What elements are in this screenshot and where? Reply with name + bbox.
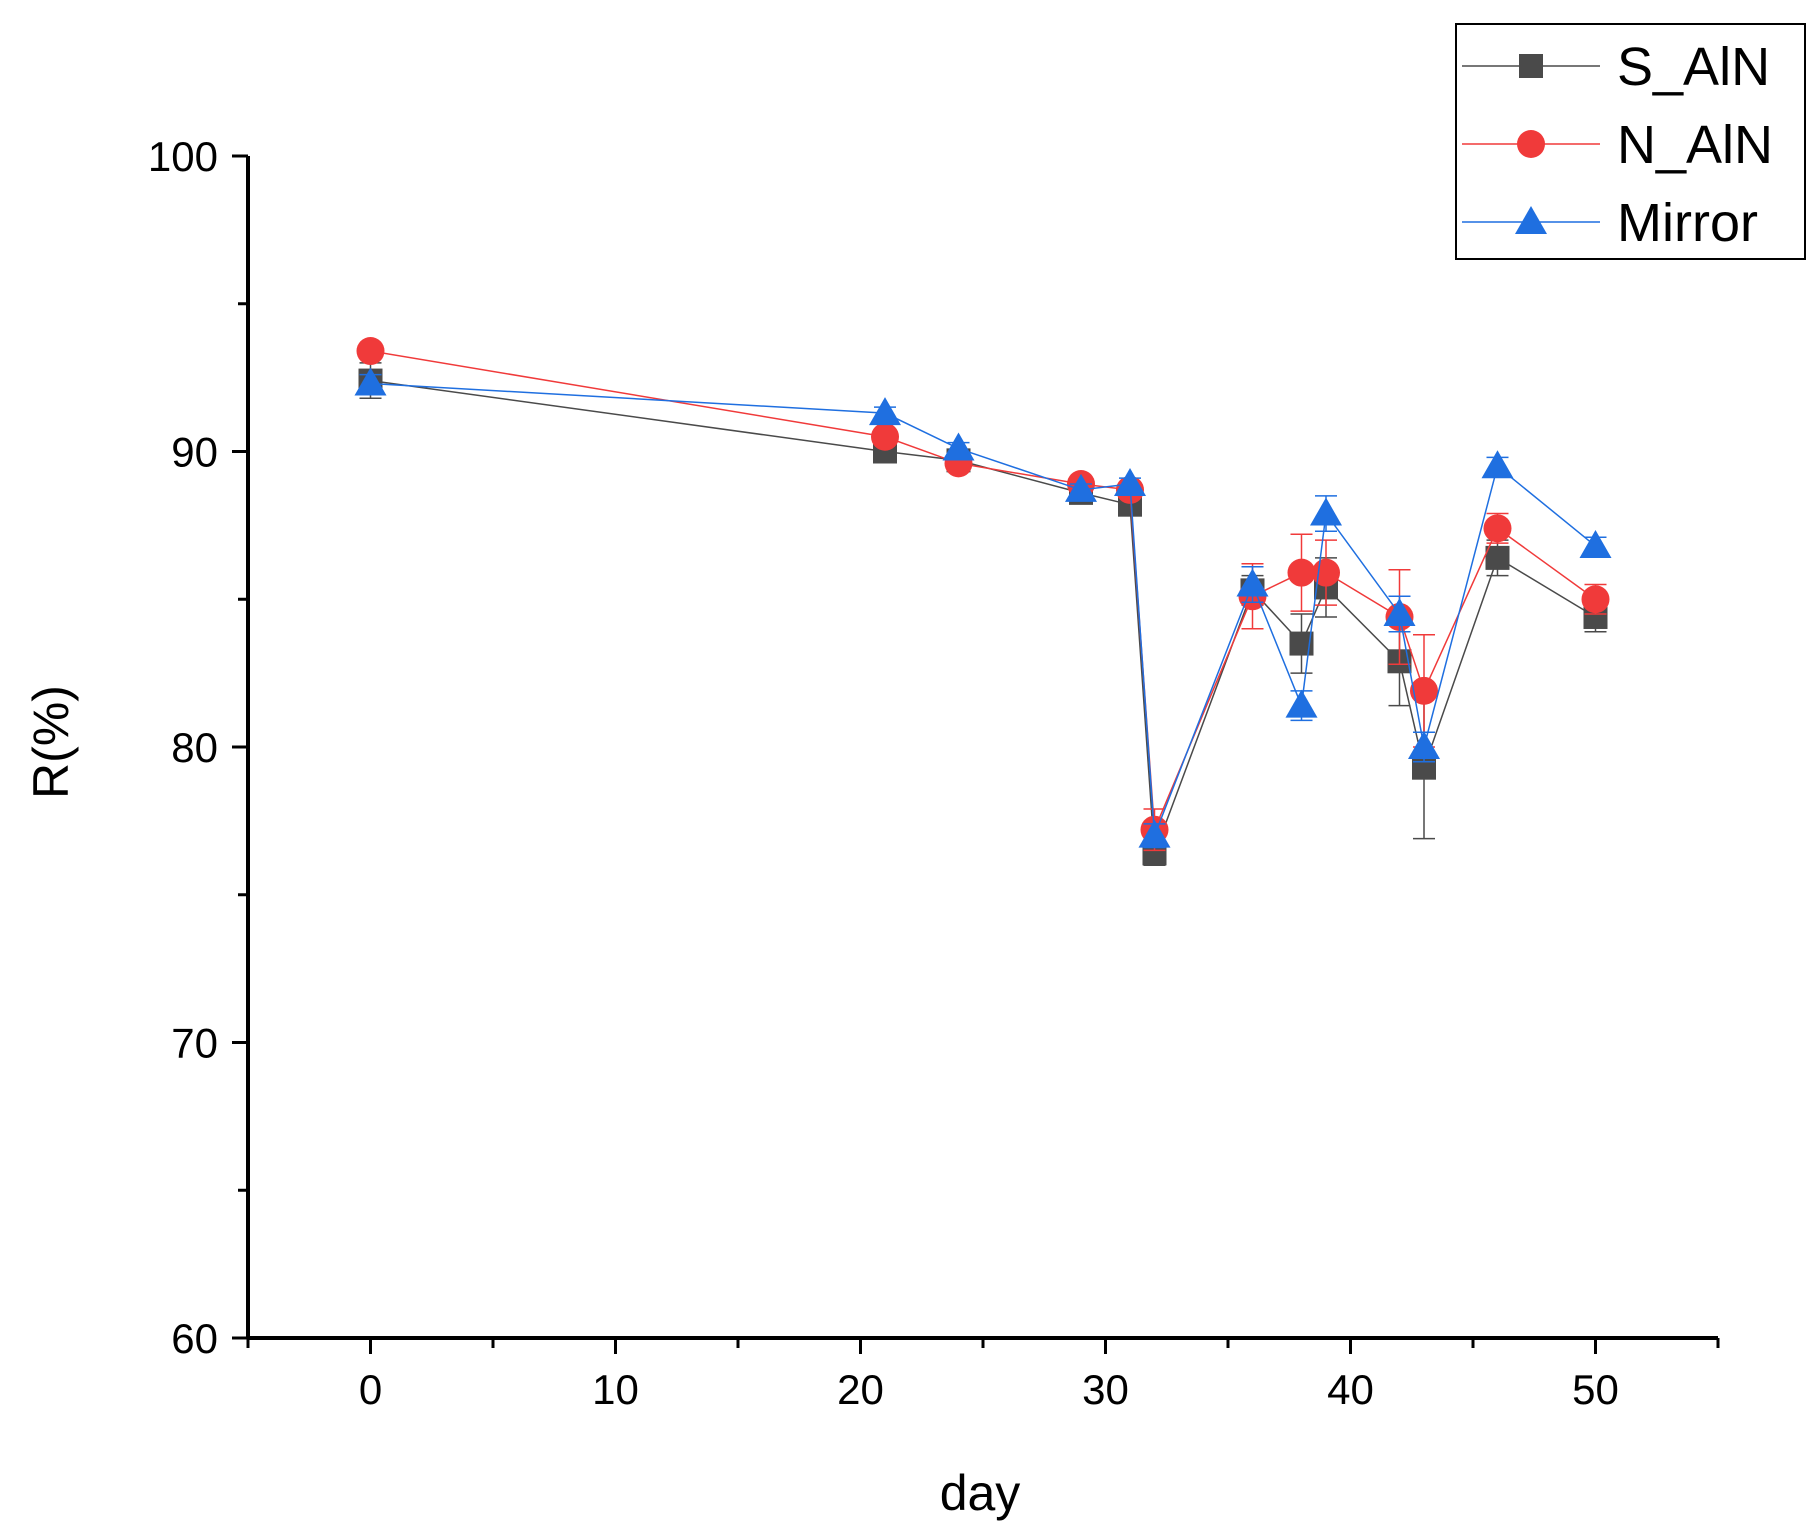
data-point <box>869 397 901 426</box>
x-tick-label: 0 <box>359 1366 382 1413</box>
data-point <box>1408 731 1440 759</box>
data-point <box>1485 545 1510 570</box>
legend-label: Mirror <box>1617 193 1758 253</box>
y-tick-label: 100 <box>148 133 218 180</box>
data-point <box>1114 468 1146 497</box>
x-tick-label: 20 <box>837 1366 884 1413</box>
y-axis-ticks: 60 70 80 90 100 <box>148 133 248 1362</box>
data-point <box>1581 585 1610 614</box>
legend-label: S_AlN <box>1617 37 1770 97</box>
data-point <box>1483 514 1512 543</box>
data-point <box>1236 568 1269 597</box>
x-tick-label: 30 <box>1082 1366 1129 1413</box>
data-point <box>1287 558 1316 587</box>
data-point <box>1138 819 1171 848</box>
data-point <box>354 367 387 396</box>
legend-marker <box>1515 206 1547 234</box>
data-point <box>1285 689 1318 718</box>
data-point <box>942 432 975 461</box>
legend-marker <box>1517 130 1545 158</box>
y-axis-title: R(%) <box>23 685 79 799</box>
data-point <box>1383 598 1416 627</box>
x-tick-label: 40 <box>1327 1366 1374 1413</box>
data-point <box>1579 530 1612 559</box>
x-tick-label: 50 <box>1572 1366 1619 1413</box>
y-tick-label: 70 <box>171 1020 218 1067</box>
data-point <box>1065 473 1097 502</box>
axes: 0 10 20 30 40 50 60 70 80 90 100 <box>148 133 1720 1413</box>
data-point <box>1312 558 1340 587</box>
x-tick-label: 10 <box>592 1366 639 1413</box>
x-axis-title: day <box>940 1465 1021 1521</box>
data-point <box>1410 676 1438 705</box>
y-tick-label: 60 <box>171 1315 218 1362</box>
legend-box <box>1455 23 1806 260</box>
data-point <box>356 337 385 366</box>
data-point <box>1310 497 1342 526</box>
legend: S_AlN N_AlN Mirror <box>1455 23 1806 260</box>
legend-marker <box>1519 54 1543 78</box>
data-point <box>871 422 899 451</box>
x-axis-ticks: 0 10 20 30 40 50 <box>246 1338 1720 1413</box>
plot-area <box>354 337 1612 866</box>
y-tick-label: 80 <box>171 724 218 771</box>
y-tick-label: 90 <box>171 429 218 476</box>
series-Mirror <box>354 367 1612 849</box>
data-point <box>1481 450 1514 479</box>
legend-label: N_AlN <box>1617 115 1773 175</box>
